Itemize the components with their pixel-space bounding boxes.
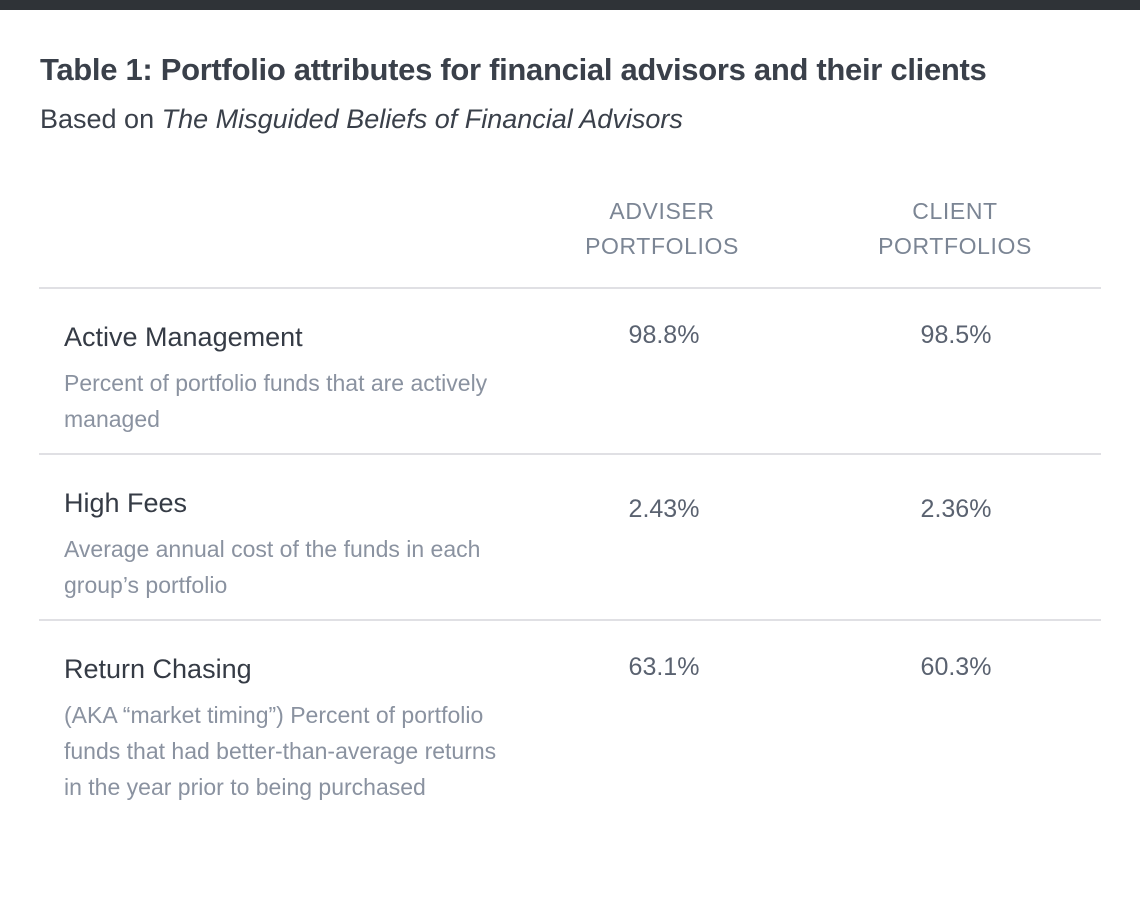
row-label: Return Chasing	[64, 654, 252, 684]
column-header-adviser: ADVISER PORTFOLIOS	[542, 194, 782, 264]
adviser-value: 63.1%	[628, 653, 700, 681]
divider	[39, 619, 1101, 621]
subtitle-source: The Misguided Beliefs of Financial Advis…	[161, 104, 683, 134]
row-description: Average annual cost of the funds in each…	[64, 536, 481, 598]
column-header-line: PORTFOLIOS	[878, 233, 1032, 259]
client-value: 98.5%	[920, 321, 992, 349]
row-description: (AKA “market timing”) Percent of portfol…	[64, 702, 497, 800]
table-title: Table 1: Portfolio attributes for financ…	[40, 52, 987, 87]
table-subtitle: Based on The Misguided Beliefs of Financ…	[40, 104, 683, 135]
row-label: Active Management	[64, 322, 303, 352]
row-description: Percent of portfolio funds that are acti…	[64, 370, 488, 432]
column-header-line: CLIENT	[912, 198, 998, 224]
client-value: 2.36%	[920, 495, 992, 523]
client-value: 60.3%	[920, 653, 992, 681]
row-label: High Fees	[64, 488, 188, 518]
subtitle-prefix: Based on	[40, 104, 162, 134]
adviser-value: 2.43%	[628, 495, 700, 523]
column-header-client: CLIENT PORTFOLIOS	[835, 194, 1075, 264]
column-header-line: ADVISER	[609, 198, 715, 224]
divider	[39, 453, 1101, 455]
column-header-line: PORTFOLIOS	[585, 233, 739, 259]
top-bar	[0, 0, 1140, 10]
divider	[39, 287, 1101, 289]
adviser-value: 98.8%	[628, 321, 700, 349]
